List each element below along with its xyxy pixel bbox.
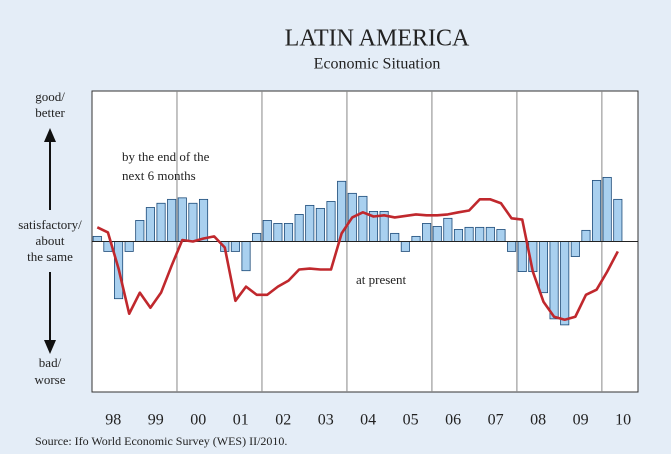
bar bbox=[188, 202, 198, 242]
bar bbox=[432, 226, 442, 242]
bar bbox=[145, 207, 155, 242]
bar bbox=[592, 179, 602, 242]
x-tick-label: 08 bbox=[530, 412, 546, 429]
x-tick-label: 03 bbox=[318, 412, 334, 429]
y-label: about bbox=[36, 233, 65, 248]
y-label: bad/ bbox=[39, 355, 62, 370]
arrow-head bbox=[44, 340, 56, 354]
x-tick-label: 05 bbox=[403, 412, 419, 429]
bar bbox=[230, 241, 240, 252]
bar bbox=[252, 232, 262, 242]
y-label: the same bbox=[27, 249, 73, 264]
bar bbox=[400, 241, 410, 252]
y-label: satisfactory/ bbox=[18, 217, 82, 232]
bar bbox=[283, 223, 294, 242]
x-tick-label: 07 bbox=[488, 412, 504, 429]
bar bbox=[496, 229, 506, 242]
bar bbox=[135, 220, 145, 242]
annotation: next 6 months bbox=[122, 168, 196, 183]
bar bbox=[475, 226, 485, 242]
bar bbox=[485, 226, 495, 242]
source: Source: Ifo World Economic Survey (WES) … bbox=[35, 434, 287, 448]
bar bbox=[570, 241, 580, 257]
bar bbox=[358, 195, 368, 242]
bar bbox=[198, 198, 209, 242]
bar bbox=[315, 207, 325, 242]
bar bbox=[411, 235, 421, 242]
x-tick-label: 98 bbox=[105, 412, 121, 429]
bar bbox=[273, 223, 283, 242]
bar bbox=[613, 198, 623, 242]
y-label: better bbox=[35, 105, 65, 120]
bar bbox=[294, 214, 304, 242]
bar bbox=[464, 226, 474, 242]
bar bbox=[156, 202, 166, 242]
bar bbox=[443, 217, 453, 242]
annotation: by the end of the bbox=[122, 149, 210, 164]
bar bbox=[305, 204, 315, 242]
bar bbox=[241, 241, 251, 272]
bar bbox=[390, 232, 400, 242]
bar bbox=[538, 241, 549, 294]
bar bbox=[422, 223, 432, 242]
x-tick-label: 04 bbox=[360, 412, 376, 429]
x-tick-label: 00 bbox=[190, 412, 206, 429]
chart-subtitle: Economic Situation bbox=[314, 56, 441, 73]
y-label: good/ bbox=[35, 89, 65, 104]
x-tick-label: 09 bbox=[573, 412, 589, 429]
annotation: at present bbox=[356, 272, 407, 287]
x-tick-label: 01 bbox=[233, 412, 249, 429]
bar bbox=[602, 176, 612, 242]
bar bbox=[177, 197, 187, 242]
x-tick-label: 06 bbox=[445, 412, 461, 429]
bar bbox=[92, 235, 102, 242]
bar bbox=[581, 229, 591, 242]
bar bbox=[453, 229, 464, 242]
bar bbox=[167, 198, 177, 242]
x-tick-label: 02 bbox=[275, 412, 291, 429]
bar bbox=[549, 241, 559, 320]
bar bbox=[262, 220, 272, 242]
bar bbox=[517, 241, 527, 273]
x-tick-label: 10 bbox=[615, 412, 631, 429]
bar bbox=[560, 241, 570, 326]
chart-title: LATIN AMERICA bbox=[285, 26, 470, 52]
y-label: worse bbox=[34, 372, 65, 387]
bar bbox=[326, 201, 336, 242]
bar bbox=[507, 241, 517, 252]
line bbox=[96, 198, 619, 322]
x-tick-label: 99 bbox=[148, 412, 164, 429]
bar bbox=[124, 241, 134, 252]
arrow-head bbox=[44, 128, 56, 142]
